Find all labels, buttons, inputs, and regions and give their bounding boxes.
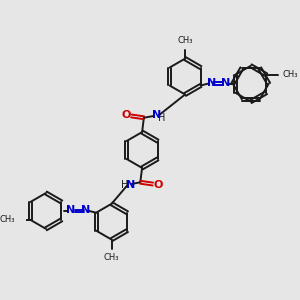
Text: N: N bbox=[66, 205, 76, 215]
Text: H: H bbox=[158, 113, 166, 123]
Text: CH₃: CH₃ bbox=[282, 70, 298, 79]
Text: N: N bbox=[221, 78, 230, 88]
Text: N: N bbox=[126, 180, 135, 190]
Text: N: N bbox=[152, 110, 161, 120]
Text: O: O bbox=[121, 110, 131, 120]
Text: O: O bbox=[154, 180, 163, 190]
Text: H: H bbox=[122, 180, 129, 190]
Text: CH₃: CH₃ bbox=[0, 215, 15, 224]
Text: CH₃: CH₃ bbox=[104, 253, 119, 262]
Text: CH₃: CH₃ bbox=[177, 36, 193, 45]
Text: N: N bbox=[207, 78, 216, 88]
Text: N: N bbox=[81, 205, 90, 215]
